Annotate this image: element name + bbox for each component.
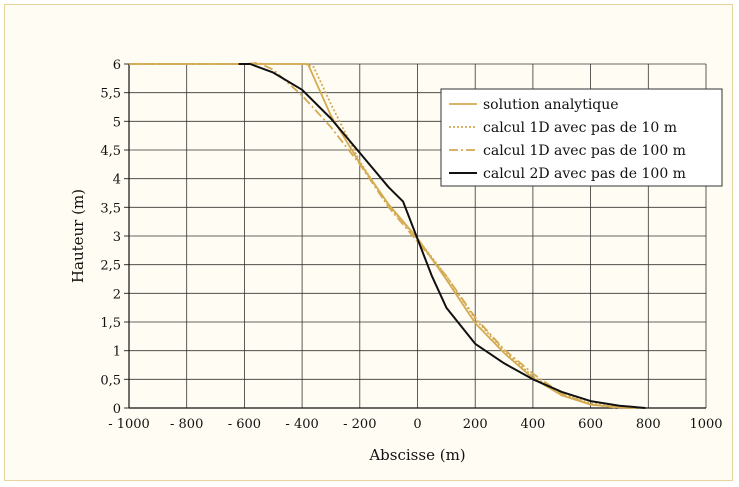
x-tick-label: - 1000: [108, 417, 150, 432]
y-tick-label: 2: [113, 287, 121, 302]
x-tick-labels: - 1000 - 800 - 600 - 400 - 200 0 200 400 600 800 1…: [108, 417, 722, 432]
y-tick-labels: 0 0,5 1 1,5 2 2,5 3 3,5 4 4,5 5 5,5 6: [100, 58, 121, 417]
y-tick-label: 4,5: [100, 144, 121, 159]
series-line-2: [129, 62, 643, 409]
y-tick-label: 4: [113, 173, 121, 188]
y-tick-label: 3: [113, 230, 121, 245]
legend-box: [440, 88, 723, 187]
x-tick-label: 400: [520, 417, 545, 432]
x-tick-label: 600: [578, 417, 603, 432]
y-tick-label: 5: [113, 115, 121, 130]
series-line-0: [129, 63, 637, 409]
x-tick-label: 200: [463, 417, 488, 432]
chart-frame: - 1000 - 800 - 600 - 400 - 200 0 200 400 600 800 1…: [4, 4, 733, 481]
x-tick-label: - 200: [343, 417, 376, 432]
x-tick-label: 800: [636, 417, 661, 432]
x-axis-title: Abscisse (m): [368, 446, 465, 464]
line-chart: - 1000 - 800 - 600 - 400 - 200 0 200 400 600 800 1…: [69, 58, 723, 464]
legend: solution analytique calcul 1D avec pas de…: [440, 88, 723, 187]
y-tick-label: 0: [113, 402, 121, 417]
y-tick-label: 0,5: [100, 373, 121, 388]
x-tick-label: 0: [413, 417, 421, 432]
y-tick-label: 2,5: [100, 259, 121, 274]
y-tick-label: 5,5: [100, 87, 121, 102]
legend-entry: calcul 1D avec pas de 10 m: [483, 120, 677, 136]
legend-entry: calcul 2D avec pas de 100 m: [483, 166, 686, 182]
y-tick-label: 1: [113, 345, 121, 360]
y-tick-label: 6: [113, 58, 121, 73]
series-line-3: [238, 63, 646, 409]
legend-entry: solution analytique: [483, 97, 619, 113]
legend-entry: calcul 1D avec pas de 100 m: [483, 143, 686, 159]
y-tick-label: 3,5: [100, 201, 121, 216]
x-tick-label: - 400: [285, 417, 318, 432]
series-lines: [129, 62, 646, 409]
y-axis-title: Hauteur (m): [69, 189, 87, 283]
x-tick-label: - 800: [170, 417, 203, 432]
y-tick-label: 1,5: [100, 316, 121, 331]
x-tick-label: - 600: [228, 417, 261, 432]
axes: [124, 63, 706, 409]
x-tick-label: 1000: [689, 417, 722, 432]
